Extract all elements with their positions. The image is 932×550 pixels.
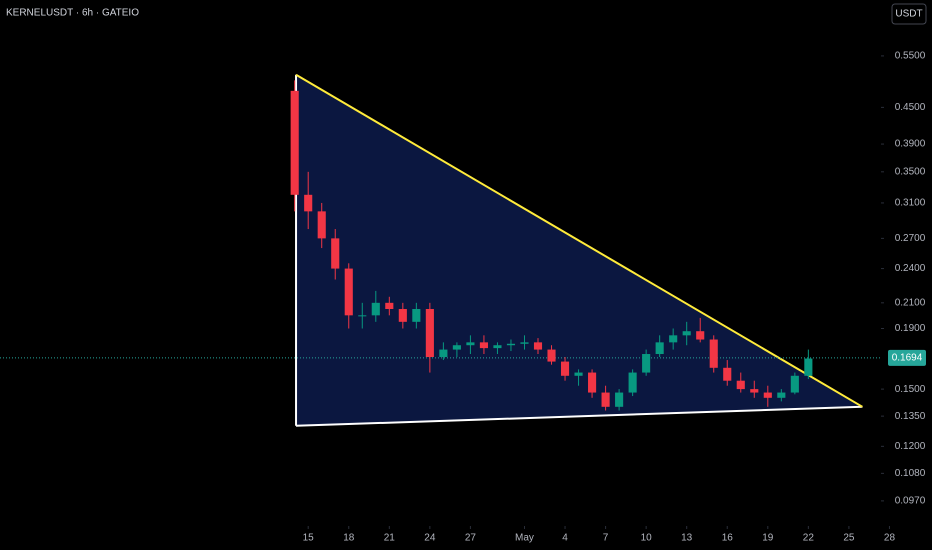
triangle-edge	[295, 73, 863, 408]
x-tick-label: 18	[343, 533, 355, 544]
triangle-edge	[296, 405, 863, 427]
chart-title: KERNELUSDT · 6h · GATEIO	[6, 8, 139, 19]
candle-body	[560, 361, 570, 376]
last-price-label: 0.1694	[892, 353, 923, 364]
candle-body	[520, 342, 529, 344]
candle-body	[588, 372, 597, 393]
x-tick-label: 7	[603, 533, 609, 544]
candle-body	[547, 349, 556, 362]
y-tick-label: 0.3100	[895, 198, 926, 209]
x-tick-label: 22	[803, 533, 815, 544]
candle-body	[317, 211, 326, 239]
candle-body	[466, 342, 475, 346]
y-tick-label: 0.5500	[895, 51, 926, 62]
candle-body	[750, 389, 759, 393]
candle-body	[439, 349, 448, 358]
candle-body	[682, 331, 691, 336]
candle-body	[358, 315, 367, 317]
candle-body	[425, 309, 434, 358]
candle-body	[655, 342, 664, 355]
candle-body	[371, 302, 380, 316]
candle-body	[790, 375, 799, 393]
candle-body	[723, 367, 732, 381]
candle-body	[601, 392, 610, 407]
candle-body	[452, 345, 461, 350]
candle-body	[533, 342, 543, 350]
y-tick-label: 0.2100	[895, 297, 926, 308]
y-tick-label: 0.4500	[895, 102, 926, 113]
x-tick-label: 13	[681, 533, 693, 544]
candle-body	[331, 238, 340, 269]
candle-body	[290, 90, 299, 195]
candle-body	[385, 302, 394, 310]
x-tick-label: 16	[722, 533, 734, 544]
candle-body	[479, 342, 488, 349]
y-tick-label: 0.2700	[895, 233, 926, 244]
candle-body	[304, 194, 313, 212]
candle-body	[493, 345, 502, 349]
candle-body	[669, 335, 678, 343]
y-tick-label: 0.2400	[895, 263, 926, 274]
candle-body	[344, 268, 353, 316]
candle-body	[506, 343, 516, 346]
x-tick-label: 19	[762, 533, 774, 544]
candle-body	[804, 358, 813, 376]
y-tick-label: 0.3500	[895, 166, 926, 177]
triangle-fill	[296, 74, 863, 426]
y-tick-label: 0.1500	[895, 384, 926, 395]
y-tick-label: 0.1900	[895, 323, 926, 334]
x-tick-label: 27	[465, 533, 477, 544]
x-tick-label: 25	[843, 533, 855, 544]
y-tick-label: 0.1350	[895, 411, 926, 422]
candle-body	[615, 392, 624, 407]
x-tick-label: 4	[562, 533, 568, 544]
x-tick-label: 28	[884, 533, 896, 544]
candle-body	[736, 380, 745, 390]
x-tick-label: May	[515, 533, 534, 544]
currency-button[interactable]	[891, 3, 927, 25]
candle-body	[777, 392, 786, 398]
candle-body	[412, 309, 421, 322]
last-price-box	[888, 349, 926, 366]
candle-body	[574, 372, 583, 376]
x-tick-label: 21	[384, 533, 396, 544]
x-tick-label: 15	[303, 533, 315, 544]
y-tick-label: 0.3900	[895, 139, 926, 150]
candle-body	[398, 309, 407, 322]
x-tick-label: 24	[424, 533, 436, 544]
x-tick-label: 10	[641, 533, 653, 544]
candle-body	[642, 354, 651, 373]
y-tick-label: 0.1080	[895, 468, 926, 479]
currency-label[interactable]: USDT	[895, 9, 922, 20]
candle-body	[696, 331, 705, 340]
candle-body	[628, 372, 637, 393]
y-tick-label: 0.0970	[895, 496, 926, 507]
candle-body	[709, 339, 718, 368]
y-tick-label: 0.1200	[895, 441, 926, 452]
candle-body	[763, 392, 772, 398]
